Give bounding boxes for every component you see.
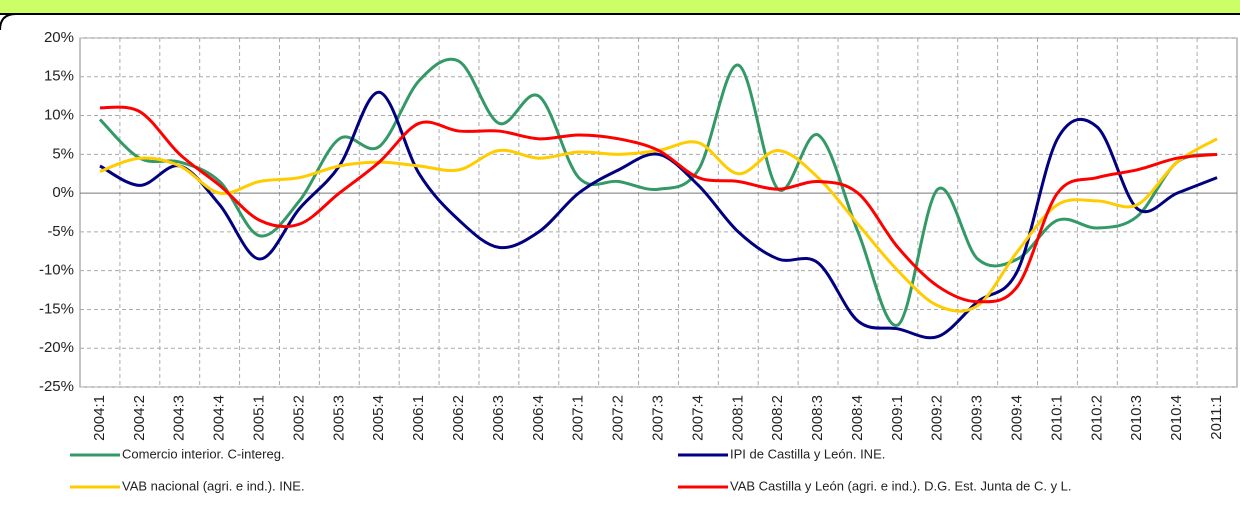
x-tick-label: 2004:3 [171,395,188,441]
x-tick-label: 2006:4 [530,395,547,441]
y-tick-label: 20% [44,29,74,46]
x-tick-label: 2004:1 [91,395,108,441]
x-tick-label: 2010:3 [1128,395,1145,441]
x-tick-label: 2006:3 [490,395,507,441]
x-tick-label: 2005:1 [251,395,268,441]
y-tick-label: -5% [47,223,74,240]
y-tick-label: -10% [39,262,74,279]
top-band [0,0,1240,14]
y-tick-label: 15% [44,68,74,85]
series-line [99,105,1218,304]
y-tick-label: -20% [39,339,74,356]
x-tick-label: 2005:4 [370,395,387,441]
x-tick-label: 2008:3 [809,395,826,441]
y-tick-label: 0% [52,184,74,201]
x-tick-label: 2004:4 [211,395,228,441]
x-tick-label: 2005:3 [330,395,347,441]
frame [0,13,1240,31]
y-tick-label: -25% [39,378,74,395]
x-tick-label: 2008:4 [849,395,866,441]
plot-area [79,37,1238,388]
series-line [99,90,1218,340]
x-tick-label: 2006:2 [450,395,467,441]
x-tick-label: 2008:1 [729,395,746,441]
x-tick-label: 2006:1 [410,395,427,441]
x-tick-label: 2007:3 [649,395,666,441]
series-line [98,57,1218,327]
x-tick-label: 2009:1 [889,395,906,441]
x-tick-label: 2009:3 [969,395,986,441]
x-tick-label: 2004:2 [131,395,148,441]
x-tick-label: 2010:4 [1168,395,1185,441]
legend: Comercio interior. C-intereg. IPI de Cast… [70,446,1072,493]
legend-label: IPI de Castilla y León. INE. [730,446,885,461]
y-tick-label: 5% [52,145,74,162]
x-tick-label: 2008:2 [769,395,786,441]
x-tick-label: 2007:1 [570,395,587,441]
x-tick-label: 2011:1 [1208,395,1225,440]
x-tick-label: 2010:2 [1088,395,1105,441]
x-tick-label: 2007:4 [689,395,706,441]
x-tick-label: 2010:1 [1048,395,1065,441]
x-tick-label: 2009:4 [1009,395,1026,441]
legend-label: Comercio interior. C-intereg. [122,446,285,461]
y-tick-label: -15% [39,300,74,317]
x-tick-label: 2005:2 [290,395,307,441]
x-tick-label: 2007:2 [610,395,627,441]
legend-label: VAB nacional (agri. e ind.). INE. [122,478,305,493]
legend-label: VAB Castilla y León (agri. e ind.). D.G.… [730,478,1072,493]
y-tick-label: 10% [44,107,74,124]
x-tick-label: 2009:2 [929,395,946,441]
